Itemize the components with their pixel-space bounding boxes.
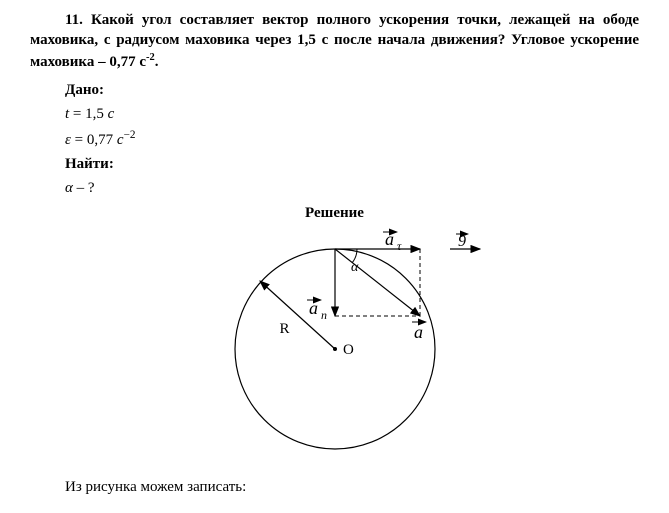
problem-text-end: . [155, 54, 159, 70]
eq1: = 1,5 [69, 106, 107, 122]
eq2: = 0,77 [71, 132, 117, 148]
svg-text:a: a [414, 322, 423, 342]
svg-text:α: α [351, 260, 359, 275]
svg-text:R: R [279, 321, 289, 337]
problem-number: 11. [65, 12, 83, 28]
given-label: Дано: [65, 78, 639, 102]
given-line-1: t = 1,5 с [65, 102, 639, 126]
svg-text:9: 9 [458, 233, 466, 250]
exp2: −2 [124, 129, 136, 141]
svg-text:n: n [321, 308, 327, 322]
diagram-container: ORaτ9anaα [30, 219, 639, 464]
var-alpha: α [65, 180, 73, 196]
given-block: Дано: t = 1,5 с ε = 0,77 с−2 Найти: α – … [65, 78, 639, 200]
unit2: с [117, 132, 124, 148]
given-line-2: ε = 0,77 с−2 [65, 126, 639, 152]
unit1: с [108, 106, 115, 122]
find-rest: – ? [73, 180, 95, 196]
svg-text:τ: τ [397, 239, 402, 253]
svg-text:O: O [343, 342, 354, 358]
svg-text:a: a [385, 229, 394, 249]
find-line-1: α – ? [65, 176, 639, 200]
physics-diagram: ORaτ9anaα [145, 219, 525, 464]
problem-statement: 11. Какой угол составляет вектор полного… [30, 10, 639, 72]
footer-text: Из рисунка можем записать: [65, 479, 639, 496]
problem-exp: -2 [146, 52, 155, 63]
find-label: Найти: [65, 152, 639, 176]
problem-text-main: Какой угол составляет вектор полного уск… [30, 12, 639, 70]
svg-text:a: a [309, 298, 318, 318]
